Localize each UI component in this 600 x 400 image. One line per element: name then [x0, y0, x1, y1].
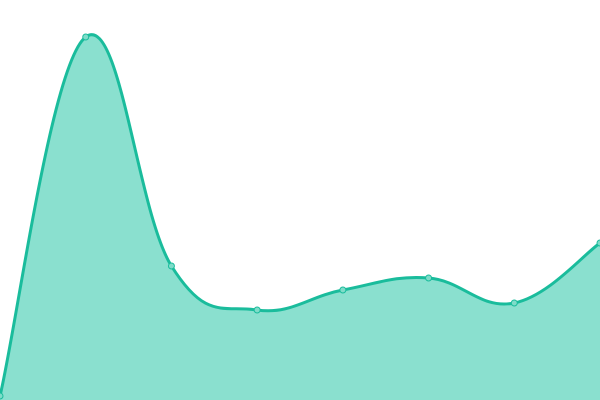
data-point-4	[339, 286, 347, 294]
series-line	[0, 33, 600, 397]
data-point-1	[82, 33, 90, 41]
data-point-7	[596, 239, 600, 247]
data-point-2	[167, 262, 175, 270]
area-fill	[0, 34, 600, 400]
data-point-0	[0, 392, 4, 400]
data-point-5	[425, 274, 433, 282]
data-point-3	[253, 306, 261, 314]
data-point-6	[510, 299, 518, 307]
data-points	[0, 33, 600, 400]
